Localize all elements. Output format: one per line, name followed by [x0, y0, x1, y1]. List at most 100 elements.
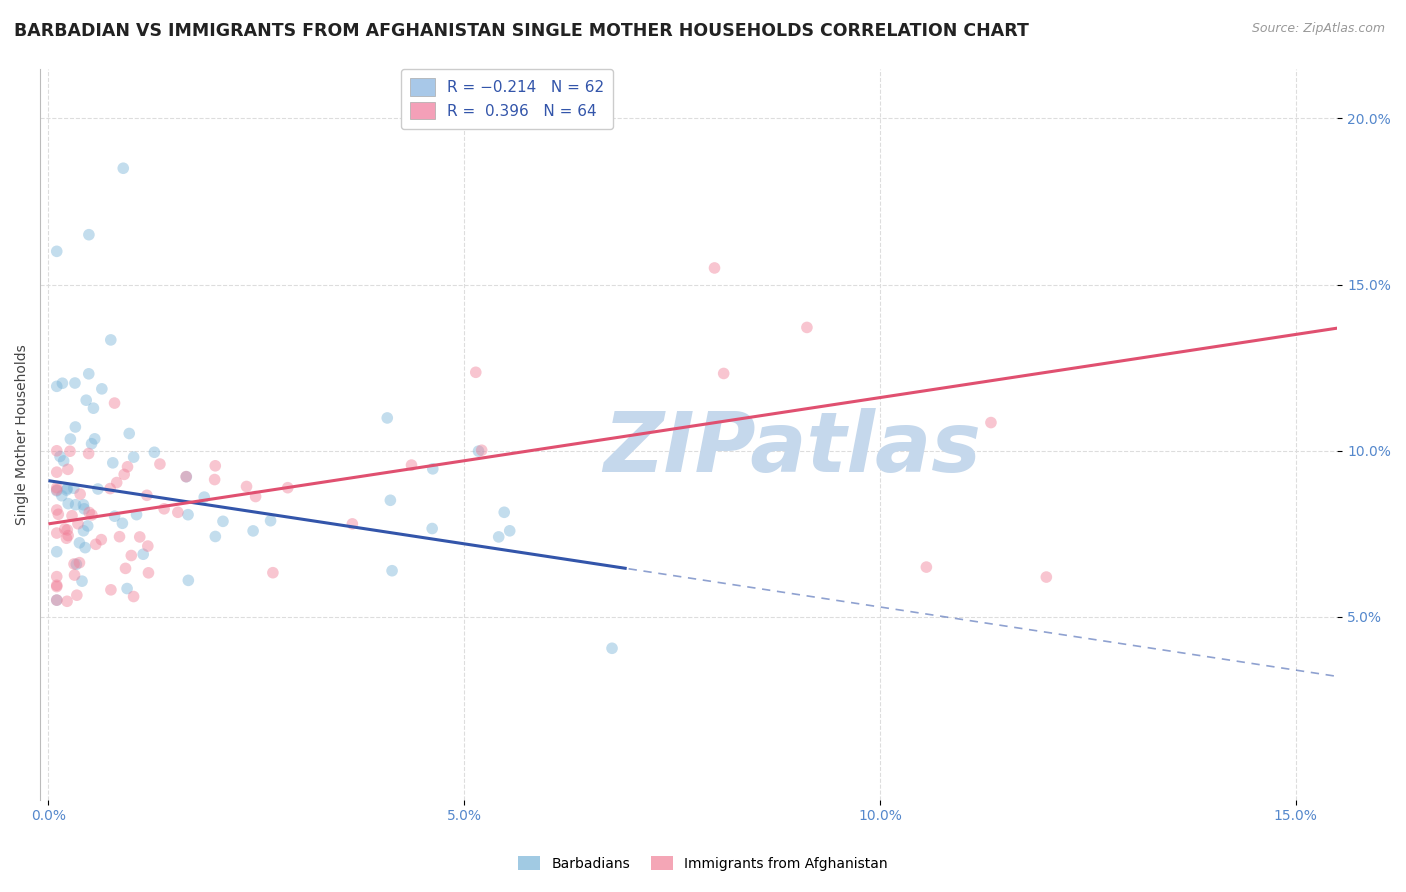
Point	[212, 514, 235, 528]
Point	[56, 462, 79, 476]
Point	[153, 501, 176, 516]
Point	[66, 588, 89, 602]
Point	[112, 467, 135, 482]
Point	[67, 536, 90, 550]
Point	[52, 454, 75, 468]
Point	[45, 483, 67, 498]
Point	[70, 574, 93, 589]
Point	[380, 493, 402, 508]
Point	[401, 458, 423, 472]
Point	[55, 483, 77, 497]
Y-axis label: Single Mother Households: Single Mother Households	[15, 343, 30, 524]
Point	[77, 227, 100, 242]
Point	[193, 490, 215, 504]
Point	[375, 411, 398, 425]
Text: ZIPatlas: ZIPatlas	[603, 409, 981, 490]
Point	[108, 530, 131, 544]
Point	[77, 506, 100, 520]
Point	[59, 444, 82, 458]
Point	[84, 537, 107, 551]
Point	[56, 523, 79, 537]
Point	[713, 367, 735, 381]
Point	[174, 469, 197, 483]
Point	[138, 566, 160, 580]
Point	[83, 432, 105, 446]
Point	[56, 594, 79, 608]
Point	[82, 401, 104, 416]
Point	[600, 641, 623, 656]
Point	[136, 539, 159, 553]
Point	[132, 547, 155, 561]
Point	[467, 444, 489, 458]
Point	[53, 522, 76, 536]
Point	[245, 490, 267, 504]
Point	[100, 333, 122, 347]
Point	[75, 393, 97, 408]
Point	[420, 522, 443, 536]
Point	[98, 482, 121, 496]
Point	[471, 443, 494, 458]
Point	[177, 508, 200, 522]
Point	[120, 549, 142, 563]
Point	[204, 529, 226, 543]
Point	[60, 508, 83, 523]
Point	[62, 481, 84, 495]
Point	[72, 524, 94, 538]
Point	[72, 498, 94, 512]
Point	[262, 566, 284, 580]
Point	[111, 516, 134, 531]
Point	[277, 481, 299, 495]
Point	[51, 376, 73, 391]
Point	[69, 556, 91, 570]
Point	[796, 320, 818, 334]
Point	[59, 432, 82, 446]
Point	[176, 469, 198, 483]
Point	[104, 509, 127, 524]
Point	[242, 524, 264, 538]
Point	[45, 481, 67, 495]
Point	[75, 541, 97, 555]
Point	[122, 450, 145, 464]
Point	[45, 569, 67, 583]
Point	[980, 416, 1002, 430]
Point	[49, 450, 72, 464]
Point	[105, 475, 128, 490]
Point	[204, 473, 226, 487]
Point	[63, 557, 86, 571]
Point	[499, 524, 522, 538]
Point	[45, 465, 67, 479]
Point	[58, 497, 80, 511]
Point	[56, 482, 79, 496]
Point	[45, 503, 67, 517]
Point	[149, 457, 172, 471]
Point	[103, 396, 125, 410]
Text: Source: ZipAtlas.com: Source: ZipAtlas.com	[1251, 22, 1385, 36]
Point	[177, 574, 200, 588]
Point	[125, 508, 148, 522]
Point	[422, 462, 444, 476]
Point	[77, 446, 100, 460]
Point	[66, 516, 89, 531]
Point	[51, 489, 73, 503]
Point	[69, 487, 91, 501]
Point	[73, 501, 96, 516]
Point	[45, 379, 67, 393]
Point	[63, 568, 86, 582]
Point	[235, 479, 257, 493]
Point	[135, 488, 157, 502]
Point	[143, 445, 166, 459]
Point	[45, 244, 67, 259]
Point	[63, 376, 86, 390]
Point	[915, 560, 938, 574]
Point	[45, 443, 67, 458]
Point	[65, 498, 87, 512]
Point	[342, 516, 364, 531]
Point	[204, 458, 226, 473]
Point	[703, 260, 725, 275]
Point	[45, 483, 67, 497]
Point	[101, 456, 124, 470]
Legend: R = −0.214   N = 62, R =  0.396   N = 64: R = −0.214 N = 62, R = 0.396 N = 64	[401, 69, 613, 128]
Point	[259, 514, 281, 528]
Point	[494, 505, 516, 519]
Point	[115, 582, 138, 596]
